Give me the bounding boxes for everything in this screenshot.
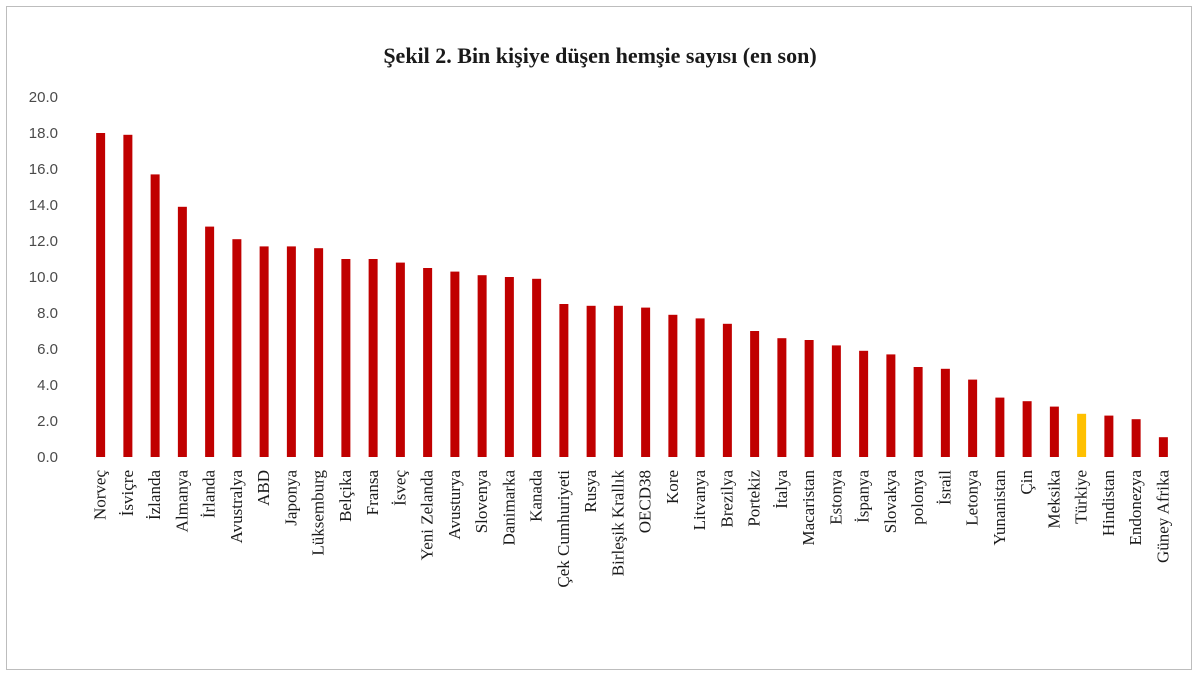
x-tick-label: Avustralya bbox=[227, 470, 246, 544]
y-tick-label: 16.0 bbox=[29, 161, 58, 178]
bar bbox=[259, 246, 269, 457]
x-tick-label: İspanya bbox=[854, 470, 873, 523]
bar bbox=[123, 134, 133, 458]
bar bbox=[613, 305, 623, 457]
x-tick-label: Almanya bbox=[172, 470, 191, 533]
bar bbox=[995, 397, 1005, 457]
bar bbox=[940, 368, 950, 457]
bar bbox=[96, 133, 106, 457]
y-tick-label: 18.0 bbox=[29, 125, 58, 142]
y-tick-label: 10.0 bbox=[29, 269, 58, 286]
bar bbox=[668, 314, 678, 457]
bar bbox=[477, 275, 487, 457]
x-tick-label: Avusturya bbox=[445, 470, 464, 540]
bar bbox=[395, 262, 405, 457]
bar bbox=[831, 345, 841, 457]
x-tick-label: Rusya bbox=[581, 470, 600, 513]
y-tick-label: 14.0 bbox=[29, 197, 58, 214]
x-tick-label: Estonya bbox=[826, 470, 845, 525]
bar bbox=[750, 331, 760, 457]
bar-chart: Şekil 2. Bin kişiye düşen hemşie sayısı … bbox=[29, 43, 1173, 588]
bar bbox=[341, 259, 351, 457]
bar bbox=[913, 367, 923, 457]
x-tick-label: Slovakya bbox=[881, 470, 900, 534]
bars bbox=[96, 133, 1168, 458]
bar bbox=[314, 248, 324, 457]
bar bbox=[695, 318, 705, 457]
x-tick-label: Norveç bbox=[91, 470, 110, 520]
bar bbox=[859, 350, 869, 457]
x-tick-label: Danimarka bbox=[499, 470, 518, 546]
x-axis-labels: Norveç İsviçre İzlanda Almanya İrlanda Avustr… bbox=[91, 470, 1173, 588]
x-tick-label: Kanada bbox=[527, 470, 546, 522]
x-tick-label: Yunanistan bbox=[990, 470, 1009, 546]
bar bbox=[1077, 413, 1087, 457]
x-tick-label: İzlanda bbox=[145, 470, 164, 520]
x-tick-label: Belçika bbox=[336, 470, 355, 522]
x-tick-label: Çin bbox=[1017, 470, 1036, 495]
x-tick-label: İsrail bbox=[935, 470, 954, 505]
x-tick-label: Güney Afrika bbox=[1153, 470, 1172, 563]
y-tick-label: 8.0 bbox=[37, 305, 58, 322]
x-tick-label: İsveç bbox=[390, 470, 409, 506]
bar bbox=[232, 239, 242, 457]
x-tick-label: Slovenya bbox=[472, 470, 491, 534]
bar bbox=[286, 246, 296, 457]
bar bbox=[804, 340, 814, 457]
x-tick-label: Çek Cumhuriyeti bbox=[554, 470, 573, 588]
bar bbox=[777, 338, 787, 457]
bar bbox=[1131, 419, 1141, 457]
x-tick-label: polonya bbox=[908, 470, 927, 525]
bar bbox=[368, 259, 378, 457]
x-tick-label: Birleşik Krallık bbox=[608, 470, 627, 577]
bar bbox=[722, 323, 732, 457]
x-tick-label: Endonezya bbox=[1126, 470, 1145, 546]
bar bbox=[504, 277, 514, 457]
x-tick-label: Japonya bbox=[281, 470, 300, 526]
bar bbox=[641, 307, 651, 457]
x-tick-label: İrlanda bbox=[200, 470, 219, 519]
y-tick-label: 6.0 bbox=[37, 341, 58, 358]
bar bbox=[423, 268, 433, 457]
x-tick-label: Litvanya bbox=[690, 470, 709, 531]
x-tick-label: Letonya bbox=[963, 470, 982, 526]
bar bbox=[968, 379, 978, 457]
y-tick-label: 20.0 bbox=[29, 89, 58, 106]
x-tick-label: İtalya bbox=[772, 470, 791, 509]
bar bbox=[586, 305, 596, 457]
chart-frame: Şekil 2. Bin kişiye düşen hemşie sayısı … bbox=[6, 6, 1192, 670]
x-tick-label: Macaristan bbox=[799, 470, 818, 546]
x-tick-label: OECD38 bbox=[636, 470, 655, 533]
chart-title: Şekil 2. Bin kişiye düşen hemşie sayısı … bbox=[383, 43, 816, 68]
x-tick-label: Brezilya bbox=[717, 470, 736, 528]
x-tick-label: Meksika bbox=[1044, 470, 1063, 529]
bar bbox=[559, 304, 569, 457]
x-tick-label: Yeni Zelanda bbox=[418, 470, 437, 561]
bar bbox=[1158, 437, 1168, 457]
bar bbox=[1049, 406, 1059, 457]
bar bbox=[177, 206, 187, 457]
y-tick-label: 2.0 bbox=[37, 413, 58, 430]
x-tick-label: İsviçre bbox=[118, 470, 137, 516]
bar bbox=[205, 226, 215, 457]
bar bbox=[450, 271, 460, 457]
bar bbox=[1022, 401, 1032, 457]
bar bbox=[532, 278, 542, 457]
bar bbox=[150, 174, 160, 457]
x-tick-label: Kore bbox=[663, 470, 682, 504]
y-tick-label: 4.0 bbox=[37, 377, 58, 394]
x-tick-label: ABD bbox=[254, 470, 273, 506]
x-tick-label: Türkiye bbox=[1072, 470, 1091, 524]
x-tick-label: Portekiz bbox=[745, 470, 764, 527]
y-tick-label: 0.0 bbox=[37, 449, 58, 466]
x-tick-label: Fransa bbox=[363, 470, 382, 516]
x-tick-label: Lüksemburg bbox=[309, 470, 328, 556]
x-tick-label: Hindistan bbox=[1099, 470, 1118, 537]
y-axis: 0.0 2.0 4.0 6.0 8.0 10.0 12.0 14.0 16.0 18.0 20.0 bbox=[29, 89, 58, 466]
bar bbox=[886, 354, 896, 457]
y-tick-label: 12.0 bbox=[29, 233, 58, 250]
bar bbox=[1104, 415, 1114, 457]
